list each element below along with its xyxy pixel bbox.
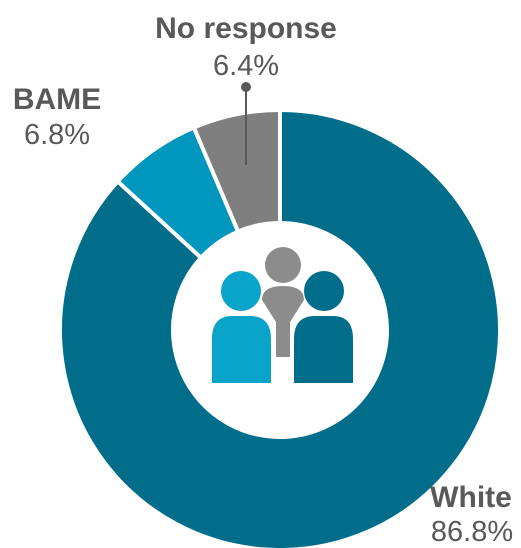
label-white-value: 86.8%: [431, 516, 513, 548]
person-body-center: [262, 286, 304, 357]
leader-line: [241, 82, 251, 165]
people-group-icon: [212, 247, 353, 383]
label-bame-value: 6.8%: [24, 119, 90, 151]
slice-white: [58, 108, 502, 548]
slice-no-response: [191, 108, 282, 234]
donut-slices: [58, 108, 502, 548]
person-head-right: [304, 271, 344, 311]
person-body-left: [212, 316, 271, 383]
person-head-center: [265, 247, 301, 283]
label-white-name: White: [430, 481, 512, 514]
person-body-right: [294, 316, 353, 383]
label-no-response-value: 6.4%: [213, 50, 279, 82]
person-head-left: [221, 271, 261, 311]
label-bame-name: BAME: [13, 83, 101, 116]
label-no-response-name: No response: [155, 12, 337, 45]
